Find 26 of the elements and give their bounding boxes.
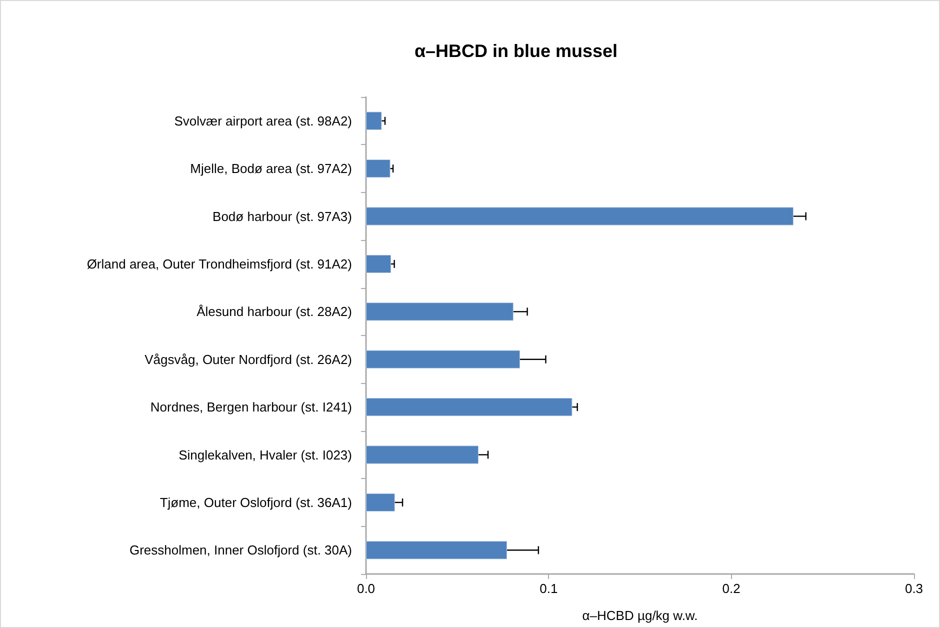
- x-tick-label: 0.3: [904, 581, 924, 596]
- x-tick-label: 0.1: [540, 581, 558, 596]
- y-tick-label: Ålesund harbour (st. 28A2): [196, 304, 352, 320]
- chart-title: α–HBCD in blue mussel: [414, 41, 618, 61]
- y-tick-label: Bodø harbour (st. 97A3): [212, 208, 352, 224]
- y-tick-label: Gressholmen, Inner Oslofjord (st. 30A): [129, 542, 352, 558]
- y-tick-label: Tjøme, Outer Oslofjord (st. 36A1): [160, 494, 352, 510]
- y-tick-label: Singlekalven, Hvaler (st. I023): [178, 447, 352, 462]
- y-tick-label: Ørland area, Outer Trondheimsfjord (st. 91A2): [86, 256, 352, 272]
- bar: [366, 541, 508, 560]
- x-tick-label: 0.0: [356, 581, 376, 596]
- x-axis-title: α–HCBD µg/kg w.w.: [582, 608, 698, 623]
- bar: [366, 493, 395, 512]
- y-tick-label: Nordnes, Bergen harbour (st. I241): [150, 400, 352, 415]
- y-tick-label: Svolvær airport area (st. 98A2): [174, 113, 352, 128]
- bar: [366, 207, 794, 226]
- bar: [366, 302, 514, 321]
- bar: [366, 350, 520, 368]
- bar: [366, 398, 572, 416]
- y-tick-label: Vågsvåg, Outer Nordfjord (st. 26A2): [144, 352, 352, 367]
- bar: [366, 112, 382, 130]
- y-tick-label: Mjelle, Bodø area (st. 97A2): [190, 161, 352, 176]
- bar: [366, 159, 390, 178]
- bar: [366, 446, 479, 464]
- x-tick-label: 0.2: [722, 581, 740, 596]
- bar: [366, 254, 392, 274]
